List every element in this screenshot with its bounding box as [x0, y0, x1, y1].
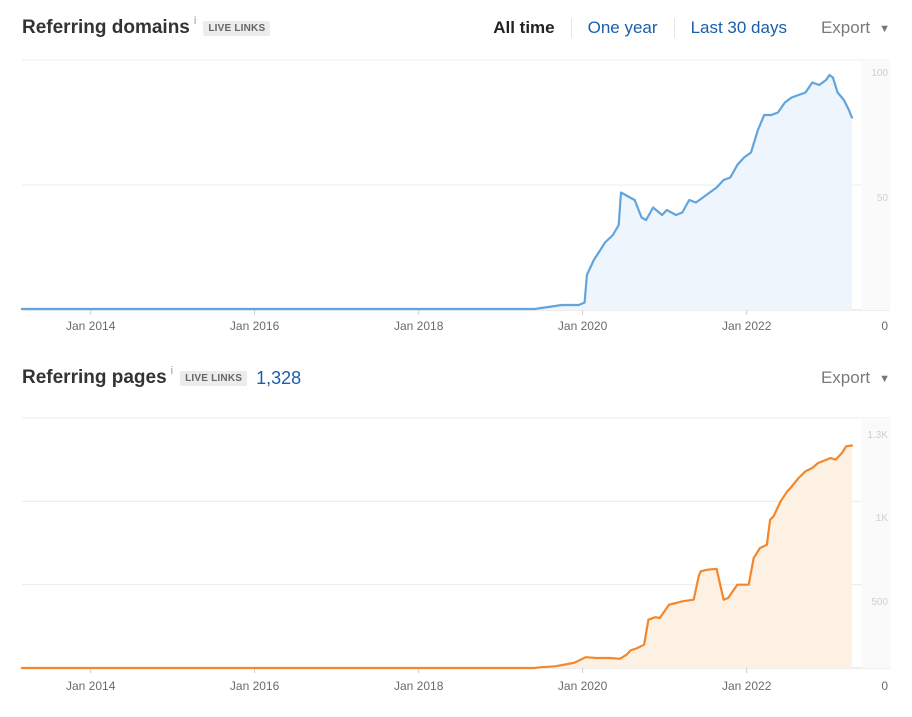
y-tick-label: 50 — [877, 193, 889, 204]
caret-down-icon: ▼ — [879, 23, 890, 35]
x-tick-label: Jan 2020 — [558, 679, 608, 693]
x-tick-label: Jan 2014 — [66, 679, 116, 693]
export-label: Export — [820, 18, 871, 37]
info-icon[interactable]: i — [193, 15, 197, 27]
y-tick-label: 500 — [871, 597, 888, 608]
x-tick-label: Jan 2022 — [722, 679, 772, 693]
pages-header: Referring pages i LIVE LINKS 1,328 Expor… — [22, 362, 890, 394]
series-line — [20, 73, 854, 311]
y-tick-label: 1K — [876, 513, 889, 524]
x-tick-label: Jan 2020 — [558, 319, 608, 333]
export-label: Export — [820, 368, 871, 387]
x-tick-label: Jan 2016 — [230, 679, 280, 693]
y-axis-band — [862, 60, 890, 310]
pages-export-button[interactable]: Export ▼ — [821, 368, 890, 388]
tab-all-time[interactable]: All time — [493, 18, 555, 37]
domains-header: Referring domains i LIVE LINKS All time … — [22, 12, 890, 44]
tab-last-30-days[interactable]: Last 30 days — [673, 18, 803, 38]
tab-one-year[interactable]: One year — [570, 18, 674, 38]
y-tick-label: 1.3K — [867, 430, 888, 441]
y-tick-label: 100 — [871, 68, 888, 79]
referring-pages-chart: Jan 2014 Jan 2016 Jan 2018 Jan 2020 Jan 2022… — [20, 417, 890, 693]
y-axis-band — [862, 418, 890, 668]
referring-domains-chart: Jan 2014 Jan 2016 Jan 2018 Jan 2020 Jan 2022… — [20, 59, 890, 333]
caret-down-icon: ▼ — [879, 373, 890, 385]
y-tick-label: 0 — [881, 679, 888, 693]
series-area — [22, 75, 852, 310]
x-tick-label: Jan 2016 — [230, 319, 280, 333]
x-tick-label: Jan 2018 — [394, 679, 444, 693]
info-icon[interactable]: i — [170, 365, 174, 377]
domains-export-button[interactable]: Export ▼ — [821, 18, 890, 38]
time-range-tabs: All time One year Last 30 days — [493, 18, 803, 38]
x-tick-label: Jan 2022 — [722, 319, 772, 333]
x-tick-label: Jan 2018 — [394, 319, 444, 333]
live-links-badge: LIVE LINKS — [203, 20, 271, 36]
series-line — [20, 444, 854, 670]
pages-title: Referring pages — [22, 367, 167, 388]
series-area — [22, 445, 852, 668]
y-tick-label: 0 — [881, 319, 888, 333]
pages-count: 1,328 — [256, 367, 302, 388]
live-links-badge: LIVE LINKS — [180, 370, 248, 386]
domains-title: Referring domains — [22, 17, 190, 38]
x-tick-label: Jan 2014 — [66, 319, 116, 333]
